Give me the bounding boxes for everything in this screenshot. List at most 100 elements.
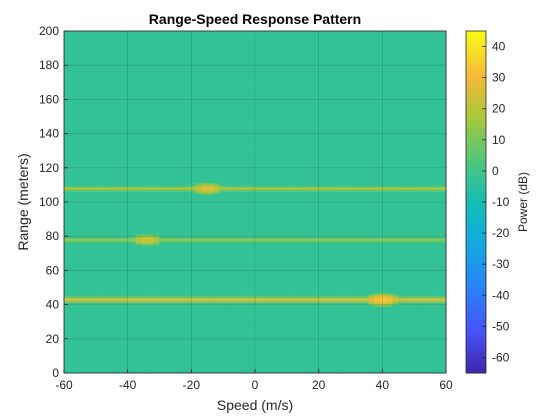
heatmap-cell [326,263,333,267]
heatmap-cell [75,332,83,335]
heatmap-cell [410,285,417,288]
heatmap-cell [290,240,298,244]
heatmap-cell [231,253,238,256]
heatmap-cell [195,274,202,278]
heatmap-cell [440,238,447,241]
heatmap-cell [75,308,83,312]
heatmap-cell [81,287,89,291]
heatmap-cell [440,285,447,288]
heatmap-cell [69,251,77,254]
heatmap-cell [123,293,131,297]
heatmap-cell [171,302,178,305]
heatmap-cell [189,355,196,359]
heatmap-cell [93,283,101,286]
heatmap-cell [434,261,441,265]
heatmap-cell [404,347,411,350]
heatmap-cell [434,285,441,288]
heatmap-cell [75,223,83,226]
heatmap-cell [350,246,357,250]
heatmap-cell [153,293,160,297]
heatmap-cell [64,321,71,325]
heatmap-cell [422,283,429,286]
heatmap-cell [392,206,399,209]
heatmap-cell [278,268,286,271]
heatmap-cell [308,311,316,314]
heatmap-cell [93,353,101,357]
heatmap-cell [177,304,184,308]
heatmap-cell [272,257,280,261]
heatmap-cell [296,317,304,320]
heatmap-cell [272,268,280,271]
heatmap-cell [410,223,417,226]
heatmap-cell [290,302,298,305]
heatmap-cell [129,210,137,214]
heatmap-cell [422,238,429,241]
heatmap-cell [243,276,250,280]
heatmap-cell [362,212,369,216]
heatmap-cell [153,268,160,271]
heatmap-cell [434,234,441,237]
heatmap-cell [153,225,160,229]
heatmap-cell [201,242,208,246]
heatmap-cell [320,360,328,363]
heatmap-cell [243,240,250,244]
heatmap-cell [117,353,125,357]
heatmap-cell [416,334,423,338]
heatmap-cell [278,351,286,355]
heatmap-cell [302,274,310,278]
heatmap-cell [356,338,363,342]
heatmap-cell [398,257,405,261]
heatmap-cell [123,249,131,252]
heatmap-cell [380,332,387,335]
heatmap-cell [201,368,208,372]
heatmap-cell [344,358,351,361]
heatmap-cell [69,313,77,316]
heatmap-cell [386,214,393,218]
heatmap-cell [111,219,119,222]
heatmap-cell [266,343,274,346]
heatmap-cell [225,249,232,252]
heatmap-cell [308,212,316,216]
heatmap-cell [141,368,148,372]
heatmap-cell [266,236,274,239]
heatmap-cell [105,212,113,216]
heatmap-cell [428,225,435,229]
heatmap-cell [243,268,250,271]
heatmap-cell [195,225,202,229]
heatmap-cell [338,328,345,331]
heatmap-cell [87,278,95,282]
heatmap-cell [320,325,328,329]
heatmap-cell [117,221,125,224]
heatmap-cell [171,255,178,258]
heatmap-cell [219,214,226,218]
heatmap-cell [129,272,137,276]
heatmap-cell [296,353,304,357]
heatmap-cell [159,236,166,239]
heatmap-cell [272,225,280,229]
heatmap-cell [219,212,226,216]
heatmap-cell [410,225,417,229]
heatmap-cell [296,311,304,314]
heatmap-cell [356,302,363,305]
heatmap-cell [159,308,166,312]
heatmap-cell [81,366,89,370]
heatmap-cell [386,253,393,256]
heatmap-cell [87,313,95,316]
heatmap-cell [302,370,310,374]
heatmap-cell [123,334,131,338]
heatmap-cell [416,319,423,323]
heatmap-cell [111,272,119,276]
heatmap-cell [81,296,89,299]
heatmap-cell [338,270,345,273]
heatmap-cell [93,272,101,276]
heatmap-cell [296,263,304,267]
heatmap-cell [225,268,232,271]
heatmap-cell [99,261,107,265]
heatmap-cell [237,249,244,252]
heatmap-cell [87,210,95,214]
heatmap-cell [296,340,304,344]
heatmap-cell [314,364,322,367]
heatmap-cell [135,234,142,237]
heatmap-cell [195,287,202,291]
heatmap-cell [141,317,148,320]
